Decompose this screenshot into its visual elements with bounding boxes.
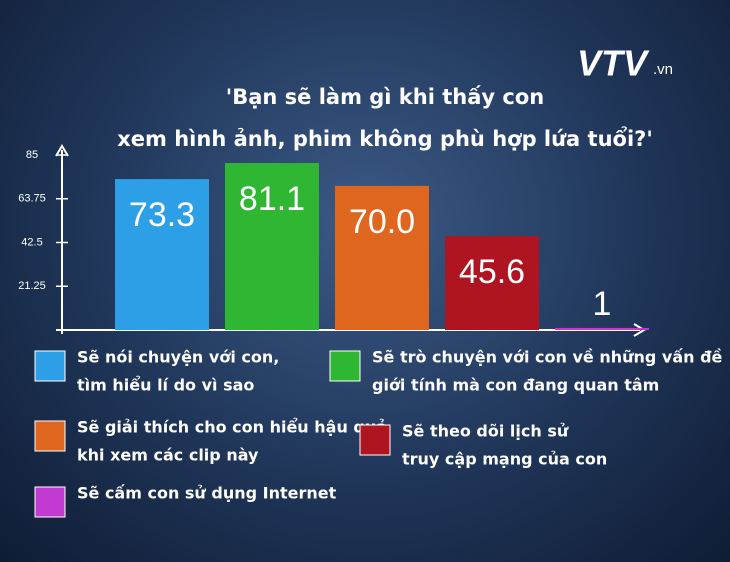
value-label: 70.0 bbox=[349, 203, 415, 241]
legend-label: Sẽ nói chuyện với con, bbox=[77, 348, 279, 367]
legend-swatch bbox=[329, 350, 361, 382]
bar bbox=[335, 185, 429, 330]
bar bbox=[225, 163, 319, 330]
legend-label: Sẽ cấm con sử dụng Internet bbox=[77, 484, 337, 503]
legend-label: khi xem các clip này bbox=[77, 446, 259, 465]
chart-title: 'Bạn sẽ làm gì khi thấy con bbox=[226, 85, 544, 109]
value-label: 1 bbox=[593, 285, 612, 323]
legend-swatch bbox=[34, 350, 66, 382]
logo-suffix: .vn bbox=[653, 61, 673, 78]
legend-swatch bbox=[34, 486, 66, 518]
y-tick-label: 42.5 bbox=[21, 236, 42, 248]
value-label: 81.1 bbox=[239, 180, 305, 218]
y-tick-label: 63.75 bbox=[18, 193, 46, 205]
legend-label: Sẽ giải thích cho con hiểu hậu quả bbox=[77, 418, 387, 437]
bar bbox=[555, 327, 649, 330]
legend-label: Sẽ trò chuyện với con về những vấn đề bbox=[372, 348, 723, 367]
y-tick-label: 85 bbox=[26, 149, 38, 161]
bar bbox=[115, 179, 209, 330]
legend-swatch bbox=[34, 420, 66, 452]
chart-title: xem hình ảnh, phim không phù hợp lứa tuổ… bbox=[117, 126, 653, 151]
legend-label: truy cập mạng của con bbox=[402, 450, 607, 469]
legend-swatch bbox=[359, 424, 391, 456]
value-label: 45.6 bbox=[459, 253, 525, 291]
value-label: 73.3 bbox=[129, 196, 195, 234]
legend-label: giới tính mà con đang quan tâm bbox=[372, 376, 659, 395]
logo: VTV bbox=[577, 43, 650, 84]
legend-label: tìm hiểu lí do vì sao bbox=[77, 376, 254, 395]
y-tick-label: 21.25 bbox=[18, 280, 46, 292]
legend-label: Sẽ theo dõi lịch sử bbox=[402, 422, 569, 441]
bar bbox=[445, 236, 539, 330]
